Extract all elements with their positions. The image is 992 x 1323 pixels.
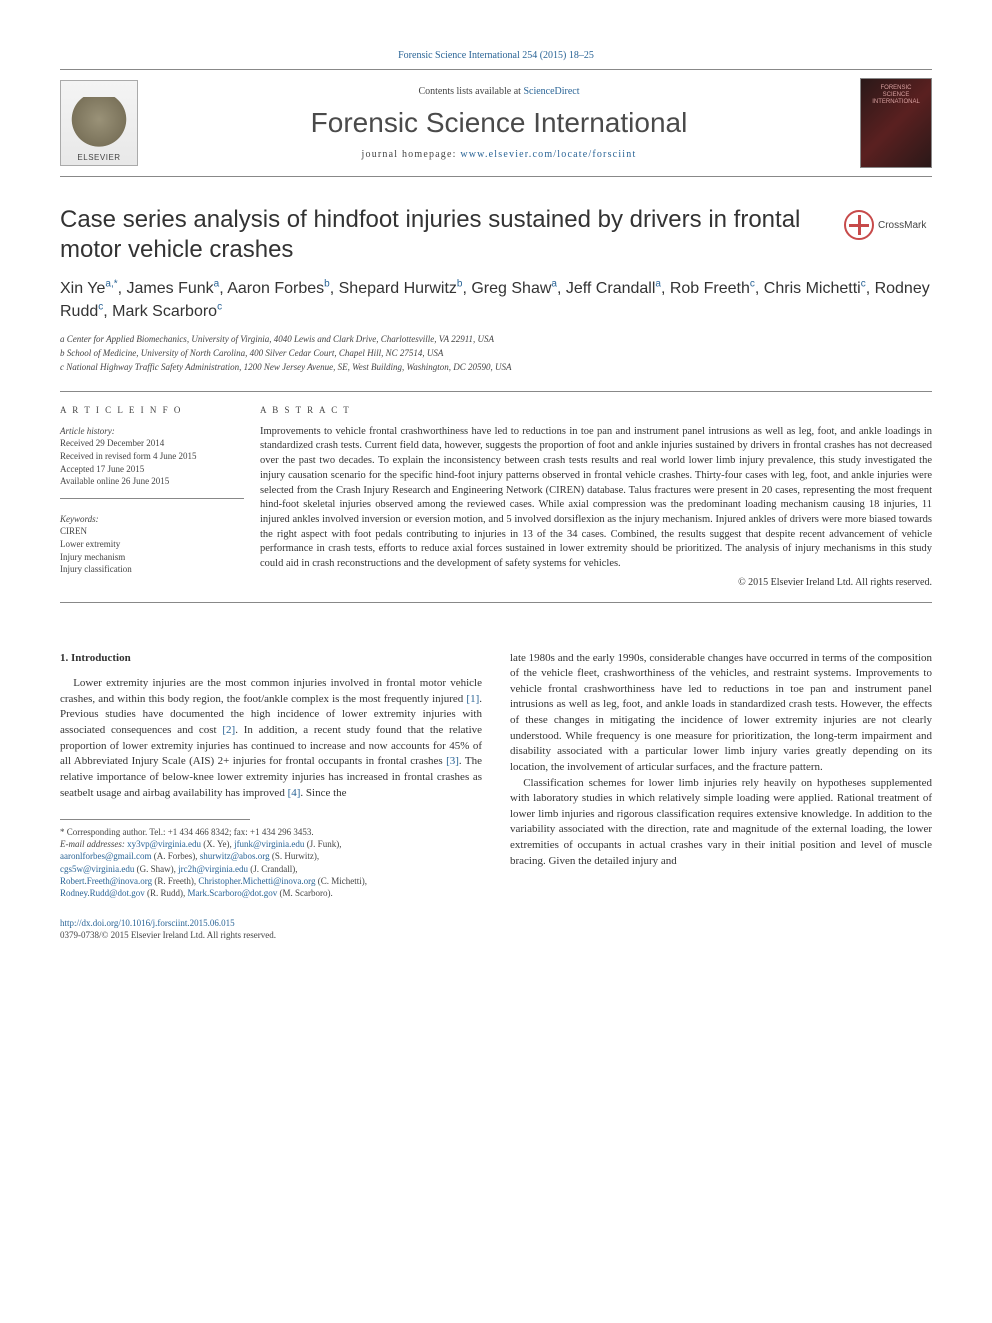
abstract-copyright: © 2015 Elsevier Ireland Ltd. All rights … (260, 576, 932, 590)
crossmark-icon (844, 210, 874, 240)
affiliations: a Center for Applied Biomechanics, Unive… (60, 333, 932, 373)
author-affil-sup: b (457, 279, 463, 290)
journal-reference: Forensic Science International 254 (2015… (60, 50, 932, 61)
footnotes: * Corresponding author. Tel.: +1 434 466… (60, 826, 482, 899)
keyword: Lower extremity (60, 538, 244, 551)
footnote-separator (60, 819, 250, 820)
keyword: Injury mechanism (60, 551, 244, 564)
email-link[interactable]: jrc2h@virginia.edu (178, 864, 248, 874)
article-info-column: A R T I C L E I N F O Article history: R… (60, 392, 260, 601)
email-link[interactable]: aaronlforbes@gmail.com (60, 851, 152, 861)
elsevier-logo: ELSEVIER (60, 80, 138, 166)
issn-copyright: 0379-0738/© 2015 Elsevier Ireland Ltd. A… (60, 929, 932, 941)
author: Shepard Hurwitz (339, 280, 457, 297)
author-affil-sup: c (750, 279, 755, 290)
email-link[interactable]: Christopher.Michetti@inova.org (198, 876, 315, 886)
journal-homepage-line: journal homepage: www.elsevier.com/locat… (150, 149, 848, 160)
body-paragraph: Lower extremity injuries are the most co… (60, 676, 482, 801)
author-affil-sup: c (861, 279, 866, 290)
sciencedirect-link[interactable]: ScienceDirect (523, 86, 579, 97)
body-paragraph: late 1980s and the early 1990s, consider… (510, 651, 932, 776)
abstract-text: Improvements to vehicle frontal crashwor… (260, 425, 932, 572)
author-affil-sup: b (324, 279, 330, 290)
abstract-column: A B S T R A C T Improvements to vehicle … (260, 392, 932, 601)
journal-name: Forensic Science International (150, 107, 848, 139)
journal-homepage-link[interactable]: www.elsevier.com/locate/forsciint (460, 149, 636, 160)
affiliation: c National Highway Traffic Safety Admini… (60, 361, 932, 374)
author: Mark Scarboro (112, 303, 217, 320)
author-affil-sup: c (217, 302, 222, 313)
right-column: late 1980s and the early 1990s, consider… (510, 651, 932, 899)
author: Jeff Crandall (566, 280, 656, 297)
crossmark-badge[interactable]: CrossMark (844, 205, 932, 245)
body-columns: 1. Introduction Lower extremity injuries… (60, 651, 932, 899)
keyword: Injury classification (60, 563, 244, 576)
article-info-heading: A R T I C L E I N F O (60, 404, 244, 417)
email-link[interactable]: Mark.Scarboro@dot.gov (187, 888, 277, 898)
citation-link[interactable]: [2] (222, 724, 235, 736)
elsevier-tree-icon (69, 97, 129, 153)
author: Rob Freeth (670, 280, 750, 297)
elsevier-label: ELSEVIER (77, 153, 120, 165)
doi-link[interactable]: http://dx.doi.org/10.1016/j.forsciint.20… (60, 918, 235, 928)
cover-line: SCIENCE (883, 92, 910, 99)
author-affil-sup: a (214, 279, 220, 290)
history-item: Available online 26 June 2015 (60, 475, 244, 488)
keyword: CIREN (60, 525, 244, 538)
affiliation: a Center for Applied Biomechanics, Unive… (60, 333, 932, 346)
author: Xin Ye (60, 280, 105, 297)
email-link[interactable]: Robert.Freeth@inova.org (60, 876, 152, 886)
citation-link[interactable]: [4] (288, 787, 301, 799)
email-link[interactable]: Rodney.Rudd@dot.gov (60, 888, 145, 898)
article-title: Case series analysis of hindfoot injurie… (60, 205, 844, 265)
section-heading: 1. Introduction (60, 651, 482, 667)
history-item: Received in revised form 4 June 2015 (60, 450, 244, 463)
affiliation: b School of Medicine, University of Nort… (60, 347, 932, 360)
citation-link[interactable]: [1] (466, 693, 479, 705)
keywords-label: Keywords: (60, 513, 244, 526)
author-affil-sup: a (655, 279, 661, 290)
cover-line: FORENSIC (880, 85, 911, 92)
contents-lists-line: Contents lists available at ScienceDirec… (150, 86, 848, 97)
contents-prefix: Contents lists available at (418, 86, 523, 97)
body-paragraph: Classification schemes for lower limb in… (510, 776, 932, 870)
cover-line: INTERNATIONAL (872, 99, 920, 106)
corresponding-author: * Corresponding author. Tel.: +1 434 466… (60, 826, 482, 838)
email-link[interactable]: jfunk@virginia.edu (234, 839, 304, 849)
history-label: Article history: (60, 425, 244, 438)
left-column: 1. Introduction Lower extremity injuries… (60, 651, 482, 899)
email-link[interactable]: xy3vp@virginia.edu (127, 839, 201, 849)
author-affil-sup: a,* (105, 279, 117, 290)
abstract-heading: A B S T R A C T (260, 404, 932, 417)
history-item: Accepted 17 June 2015 (60, 463, 244, 476)
journal-header: ELSEVIER Contents lists available at Sci… (60, 69, 932, 177)
authors-list: Xin Yea,*, James Funka, Aaron Forbesb, S… (60, 277, 932, 323)
author: Greg Shaw (471, 280, 551, 297)
author: James Funk (127, 280, 214, 297)
crossmark-label: CrossMark (878, 220, 926, 231)
email-link[interactable]: cgs5w@virginia.edu (60, 864, 134, 874)
email-link[interactable]: shurwitz@abos.org (200, 851, 270, 861)
homepage-prefix: journal homepage: (362, 149, 461, 160)
author: Aaron Forbes (227, 280, 324, 297)
journal-cover-thumbnail: FORENSIC SCIENCE INTERNATIONAL (860, 78, 932, 168)
citation-link[interactable]: [3] (446, 755, 459, 767)
author-affil-sup: c (98, 302, 103, 313)
email-addresses: E-mail addresses: xy3vp@virginia.edu (X.… (60, 838, 482, 899)
history-item: Received 29 December 2014 (60, 437, 244, 450)
doi-block: http://dx.doi.org/10.1016/j.forsciint.20… (60, 917, 932, 941)
author-affil-sup: a (551, 279, 557, 290)
author: Chris Michetti (764, 280, 861, 297)
